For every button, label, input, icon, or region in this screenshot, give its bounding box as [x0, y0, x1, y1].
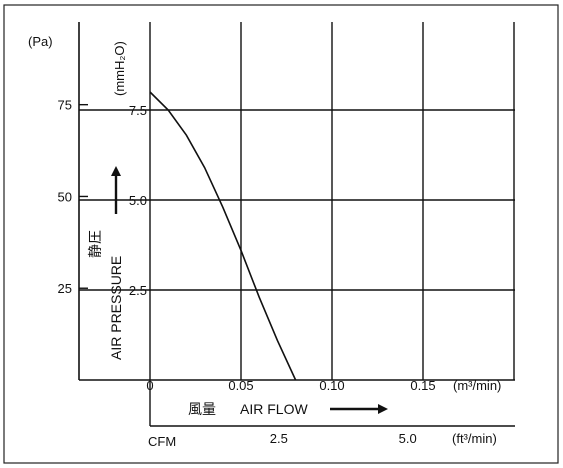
- y-tick-label-mmh2o: 7.5: [129, 103, 147, 118]
- cfm-tick-label: 5.0: [399, 431, 417, 446]
- y-tick-label-pa: 25: [58, 281, 72, 296]
- ylabel-jp: 静圧: [87, 230, 103, 258]
- x-unit-secondary: (ft³/min): [452, 431, 497, 446]
- x-tick-label: 0: [146, 378, 153, 393]
- xlabel: AIR FLOW: [240, 401, 308, 417]
- xlabel-arrow: [330, 404, 388, 414]
- y-tick-label-mmh2o: 5.0: [129, 193, 147, 208]
- x-tick-label: 0.10: [319, 378, 344, 393]
- x-unit-primary: (m³/min): [453, 378, 501, 393]
- pq-curve: [149, 91, 297, 381]
- x-tick-label: 0.05: [228, 378, 253, 393]
- cfm-tick-label: 2.5: [270, 431, 288, 446]
- grid: [79, 22, 515, 380]
- outer-border: [3, 4, 559, 464]
- y-tick-label-pa: 50: [58, 189, 72, 204]
- x-tick-label: 0.15: [410, 378, 435, 393]
- tick-labels: 0 0.05 0.10 0.15 2.5 5.0 7.5 25 50 75 2.5 5.0: [58, 98, 436, 446]
- y-unit-primary: (Pa): [28, 34, 53, 49]
- y-tick-label-pa: 75: [58, 98, 72, 113]
- ylabel: AIR PRESSURE: [108, 256, 124, 360]
- y-unit-secondary: (mmH₂O): [112, 41, 127, 96]
- xlabel-jp: 風量: [188, 401, 216, 417]
- cfm-label: CFM: [148, 434, 176, 449]
- y-tick-label-mmh2o: 2.5: [129, 283, 147, 298]
- ylabel-arrow: [111, 166, 121, 214]
